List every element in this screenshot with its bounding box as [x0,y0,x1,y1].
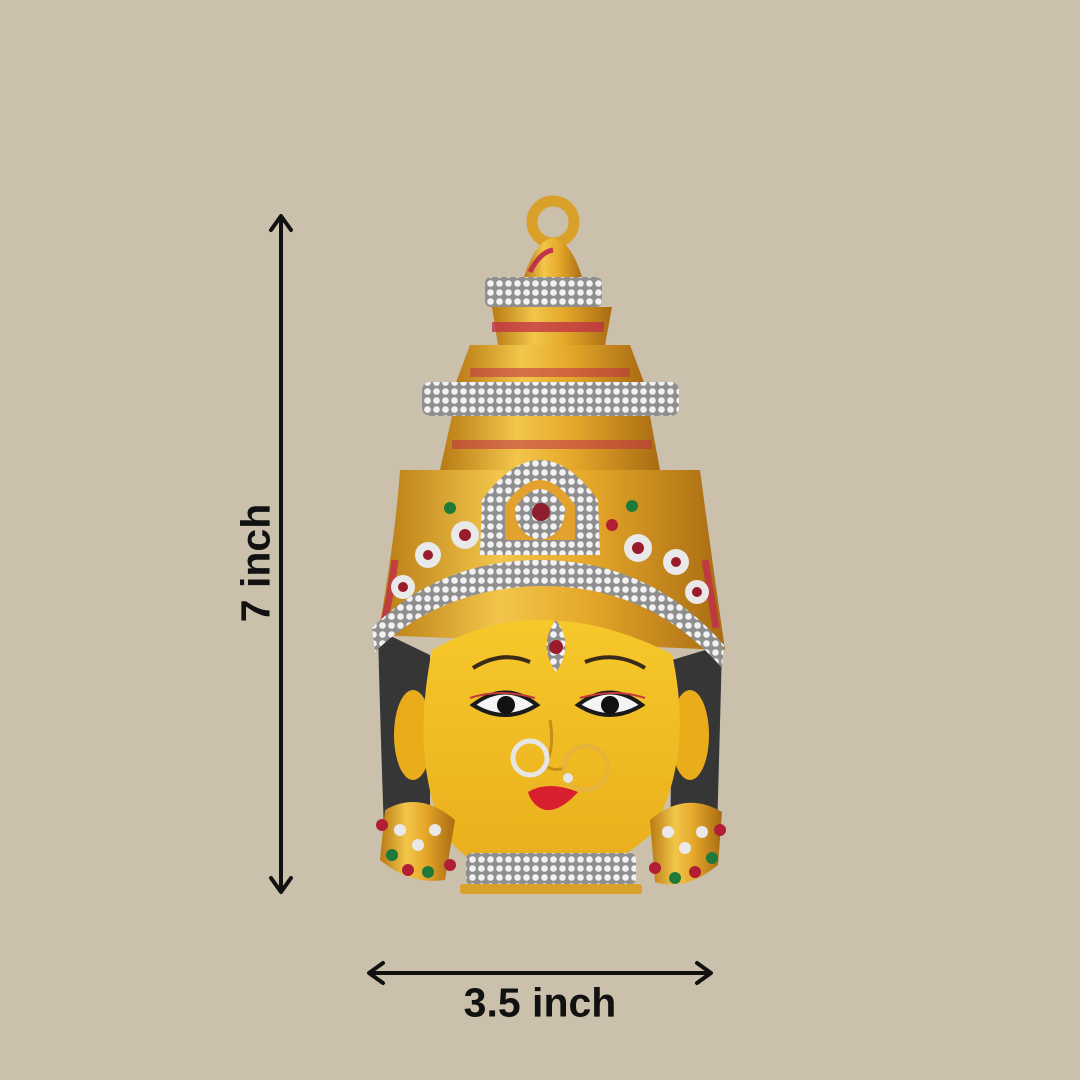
lips [528,786,578,811]
ear-left [394,690,432,780]
eye-right [574,690,646,717]
nose-ring-right [562,744,610,792]
crown-stone-band-top [485,277,602,307]
necklace-stone-band [466,853,636,885]
crown-stone-band-middle [422,382,679,416]
width-arrow-icon [367,961,713,985]
eye-left [469,690,541,717]
height-arrow-icon [269,214,293,894]
crown-flower-jewels [391,500,709,604]
earring-left [376,802,456,881]
width-label: 3.5 inch [463,979,617,1026]
ear-right [671,690,709,780]
goddess-mask [372,195,726,894]
forehead-stone-arch [372,560,724,668]
nose-ring-left [510,738,550,778]
crown-finial [523,238,583,280]
crown-tier-2 [455,345,645,385]
earring-right [649,802,726,885]
height-label: 7 inch [232,503,279,623]
